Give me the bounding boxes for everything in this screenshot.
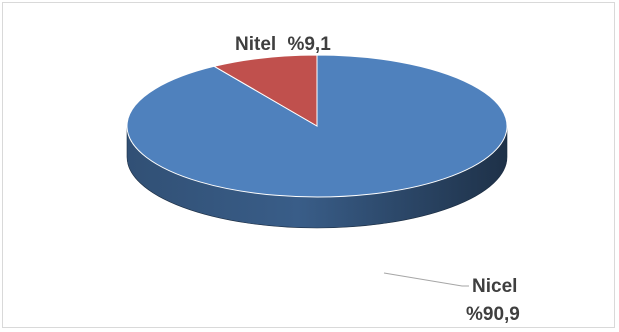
slice-nitel [212,54,318,127]
data-label-nitel: Nitel %9,1 [235,34,331,55]
label-leader-line-nicel [383,272,469,287]
data-label-nitel-name: Nitel [235,34,276,55]
data-label-nicel-value: %90,9 [466,304,520,325]
pie-top [126,54,508,198]
data-label-nicel-name: Nicel [472,276,517,297]
data-label-nitel-value: %9,1 [287,34,331,55]
